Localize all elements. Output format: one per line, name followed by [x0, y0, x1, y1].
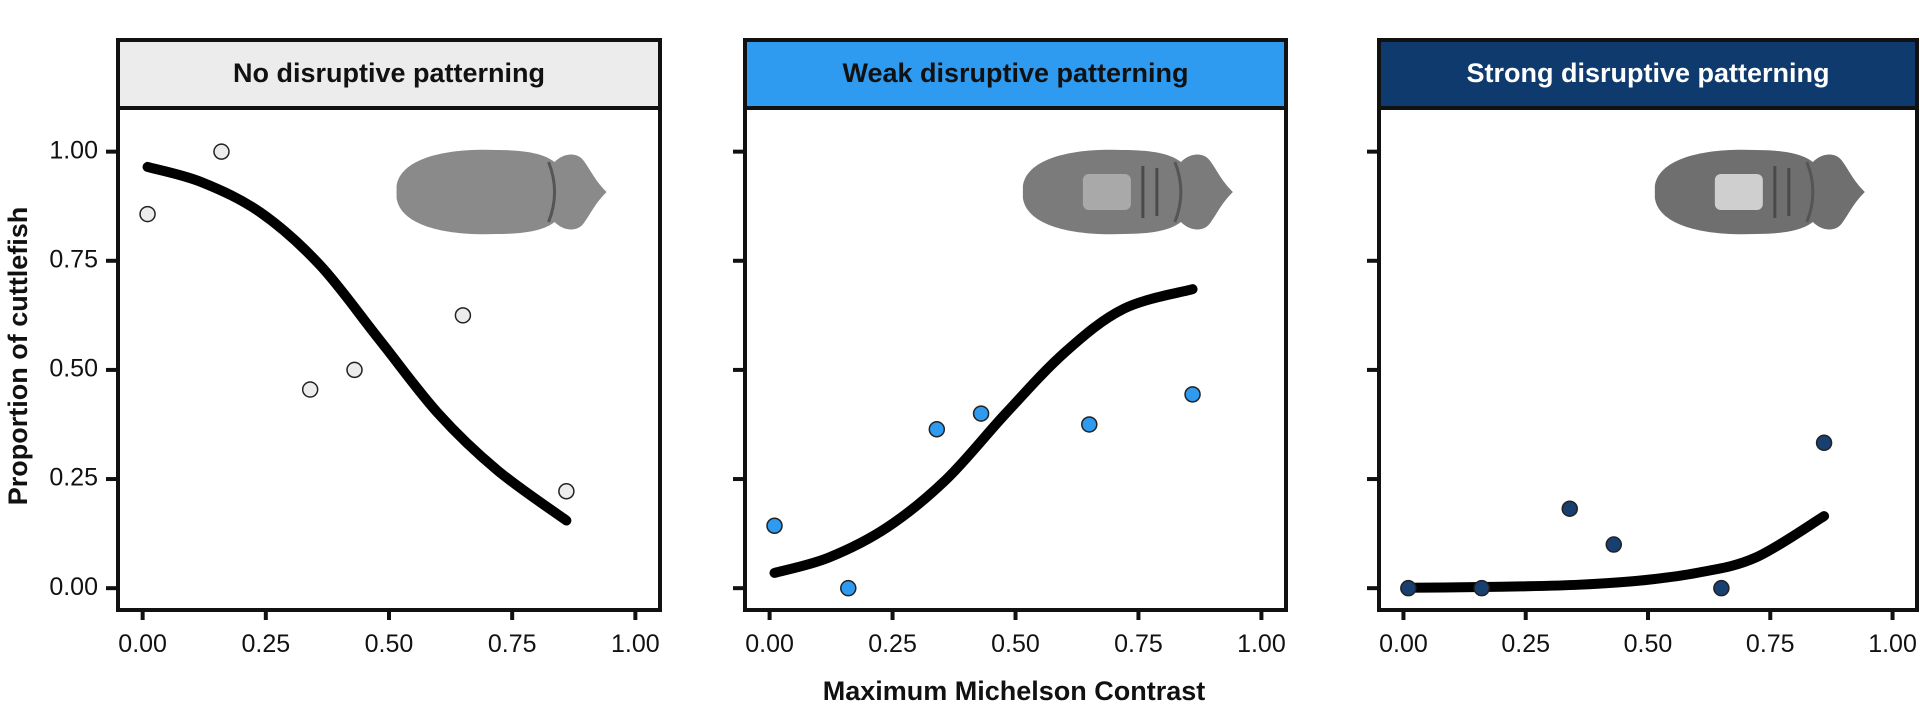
fit-curve — [1403, 511, 1830, 593]
cuttlefish-head-line — [1805, 161, 1815, 223]
y-tick-label: 0.25 — [49, 464, 98, 492]
strip-header — [116, 38, 662, 110]
data-point — [766, 517, 783, 535]
panel-1: No disruptive patterning 0.00 0.25 0.50 0.75… — [49, 38, 662, 658]
data-point — [454, 307, 472, 324]
x-tick-label: 0.50 — [365, 630, 414, 658]
data-point — [1713, 579, 1730, 597]
y-tick-label: 0.00 — [49, 573, 98, 601]
y-tick-label: 0.50 — [49, 355, 98, 383]
x-tick-label: 0.25 — [868, 630, 917, 658]
cuttlefish-light-square — [1082, 174, 1131, 210]
cuttlefish-body — [396, 149, 607, 235]
strip-title: Weak disruptive patterning — [842, 58, 1188, 88]
x-tick-label: 0.00 — [1379, 630, 1428, 658]
data-point — [840, 579, 857, 597]
data-point — [558, 483, 575, 500]
cuttlefish-head-line — [1173, 161, 1183, 223]
x-tick-label: 0.75 — [488, 630, 537, 658]
x-tick-label: 1.00 — [1237, 630, 1286, 658]
fit-curve — [142, 161, 572, 526]
y-axis-title: Proportion of cuttlefish — [3, 207, 33, 505]
y-tick-label: 1.00 — [49, 136, 98, 164]
x-tick-label: 0.25 — [241, 630, 290, 658]
x-tick-label: 0.00 — [118, 630, 167, 658]
data-point — [1815, 434, 1833, 452]
cuttlefish-silhouette-icon — [1654, 149, 1865, 235]
x-tick-label: 0.00 — [745, 630, 794, 658]
data-point — [139, 205, 156, 223]
data-point — [301, 381, 319, 398]
data-point — [1081, 416, 1098, 433]
x-axis-title: Maximum Michelson Contrast — [823, 676, 1206, 706]
data-point — [928, 421, 946, 438]
data-point — [1473, 579, 1490, 597]
x-tick-label: 0.75 — [1114, 630, 1163, 658]
data-point — [1400, 579, 1417, 597]
panel-2: Weak disruptive patterning 0.00 0.25 0.50 0.… — [733, 38, 1288, 658]
strip-header — [1377, 38, 1919, 110]
cuttlefish-bands — [1773, 166, 1791, 218]
data-point — [972, 405, 990, 422]
x-tick-label: 0.25 — [1501, 630, 1550, 658]
fit-curve — [769, 284, 1198, 578]
panels: No disruptive patterning 0.00 0.25 0.50 0.75… — [49, 38, 1919, 658]
cuttlefish-light-square — [1714, 174, 1763, 210]
strip-title: No disruptive patterning — [233, 58, 545, 88]
data-point — [1561, 500, 1578, 517]
strip-title: Strong disruptive patterning — [1466, 58, 1829, 88]
panel-3: Strong disruptive patterning 0.00 0.25 0.50… — [1367, 38, 1919, 658]
data-point — [346, 361, 363, 379]
x-tick-label: 0.75 — [1746, 630, 1795, 658]
y-tick-label: 0.75 — [49, 245, 98, 273]
data-point — [213, 143, 230, 160]
cuttlefish-head-line — [547, 161, 557, 223]
x-tick-label: 0.50 — [1624, 630, 1673, 658]
cuttlefish-silhouette-icon — [396, 149, 607, 235]
data-point — [1184, 386, 1201, 403]
x-tick-label: 0.50 — [991, 630, 1040, 658]
x-tick-label: 1.00 — [611, 630, 660, 658]
data-point — [1605, 536, 1623, 553]
cuttlefish-bands — [1141, 166, 1159, 218]
cuttlefish-silhouette-icon — [1022, 149, 1233, 235]
x-tick-label: 1.00 — [1868, 630, 1917, 658]
